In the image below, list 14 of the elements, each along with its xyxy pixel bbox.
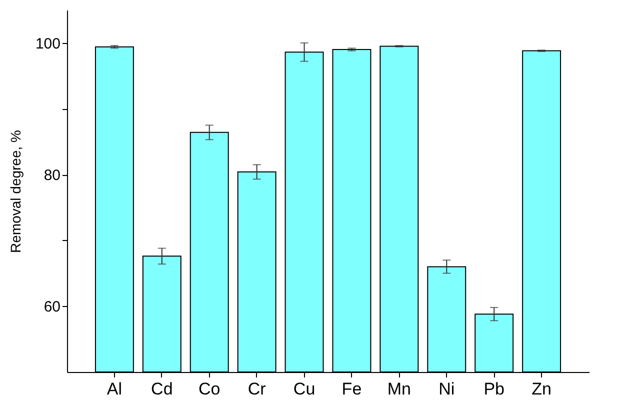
x-tick-label: Cr (248, 380, 266, 398)
x-tick-label: Co (198, 380, 220, 398)
x-tick-label: Zn (532, 380, 552, 398)
y-tick-label: 60 (44, 298, 60, 316)
x-tick-label: Pb (484, 380, 504, 398)
y-tick-label: 80 (44, 167, 60, 184)
x-tick-label: Cd (151, 380, 173, 398)
x-tick-label: Al (106, 380, 122, 398)
x-tick-label: Mn (387, 380, 411, 398)
x-tick-label: Cu (293, 380, 316, 398)
x-tick-label: Ni (438, 380, 455, 398)
x-tick-label: Fe (342, 380, 362, 398)
y-axis-title: Removal degree, % (7, 130, 24, 253)
y-tick-label: 100 (35, 35, 60, 52)
